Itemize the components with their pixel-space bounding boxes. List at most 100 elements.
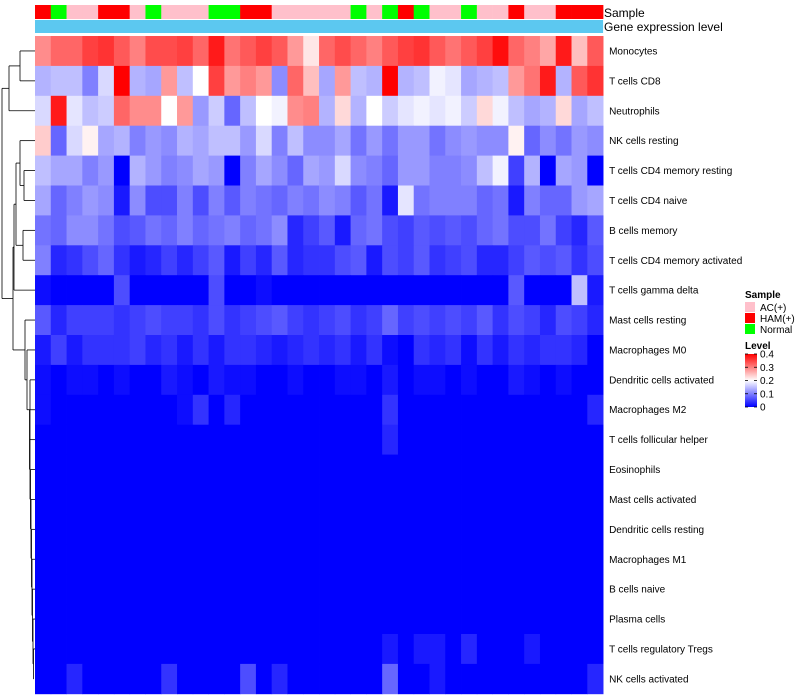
heatmap-cell [366, 36, 383, 67]
heatmap-cell [587, 305, 604, 336]
heatmap-cell [192, 424, 209, 455]
heatmap-cell [508, 215, 525, 246]
heatmap-cell [413, 36, 430, 67]
heatmap-cell [350, 394, 367, 426]
heatmap-cell [66, 663, 83, 695]
heatmap-cell [192, 245, 209, 276]
heatmap-cell [555, 215, 572, 246]
heatmap-cell [429, 663, 446, 695]
heatmap-cell [255, 424, 273, 455]
heatmap-cell [382, 155, 399, 186]
row-label: T cells gamma delta [609, 286, 699, 297]
row-dendrogram [1, 50, 35, 680]
heatmap-cell [571, 215, 588, 246]
heatmap-cell [224, 305, 241, 336]
heatmap-cell [524, 215, 541, 246]
heatmap-cell [492, 185, 509, 216]
heatmap-cell [66, 514, 83, 545]
heatmap-cell [461, 454, 478, 485]
row-label: T cells CD4 naive [609, 196, 688, 207]
heatmap-cell [461, 305, 478, 336]
legend-swatch [745, 313, 755, 323]
heatmap-cell [350, 185, 367, 216]
heatmap-cell [240, 484, 257, 515]
heatmap-cell [145, 275, 162, 306]
heatmap-cell [508, 364, 525, 396]
heatmap-cell [413, 634, 430, 665]
sample-annot-cell [82, 5, 99, 19]
heatmap-cell [82, 245, 99, 276]
heatmap-cell [113, 215, 131, 246]
heatmap-cell [271, 275, 288, 306]
sample-annot-cell [555, 5, 572, 19]
heatmap-cell [397, 514, 415, 545]
heatmap-cell [555, 574, 572, 605]
sample-annot-cell [492, 5, 509, 19]
heatmap-cell [66, 364, 83, 396]
heatmap-cell [429, 424, 446, 455]
heatmap-cell [66, 574, 83, 605]
heatmap-cell [240, 95, 257, 127]
heatmap-cell [524, 484, 541, 515]
heatmap-cell [350, 663, 367, 695]
heatmap-cell [208, 634, 225, 665]
heatmap-cell [492, 36, 509, 67]
heatmap-cell [113, 604, 131, 635]
heatmap-cell [66, 95, 83, 127]
heatmap-cell [192, 454, 209, 485]
heatmap-cell [334, 364, 351, 396]
heatmap-cell [82, 604, 99, 635]
heatmap-cell [145, 335, 162, 366]
sample-annot-cell [334, 5, 351, 19]
row-label: Macrophages M0 [609, 345, 687, 356]
sample-annot-cell [129, 5, 146, 19]
heatmap-cell [208, 95, 225, 127]
heatmap-cell [208, 155, 225, 186]
row-label: NK cells activated [609, 674, 688, 685]
heatmap-cell [366, 424, 383, 455]
heatmap-cell [35, 484, 52, 515]
heatmap-cell [208, 305, 225, 336]
sample-annot-cell [319, 5, 336, 19]
heatmap-cell [98, 364, 115, 396]
heatmap-cell [476, 544, 494, 575]
heatmap-cell [397, 454, 415, 485]
heatmap-cell [461, 275, 478, 306]
row-label: T cells CD8 [609, 76, 661, 87]
sample-annot-cell [208, 5, 225, 19]
heatmap-cell [129, 544, 146, 575]
heatmap-cell [145, 663, 162, 695]
heatmap-cell [161, 394, 178, 426]
heatmap-cell [539, 454, 557, 485]
sample-annot-cell [461, 5, 478, 19]
heatmap-cell [192, 394, 209, 426]
heatmap-cell [366, 634, 383, 665]
heatmap-cell [382, 484, 399, 515]
heatmap-cell [571, 335, 588, 366]
heatmap-cell [192, 364, 209, 396]
heatmap-cell [382, 394, 399, 426]
heatmap-cell [50, 36, 67, 67]
gene-expression-bar [35, 20, 604, 33]
heatmap-cell [524, 155, 541, 186]
heatmap-cell [476, 335, 494, 366]
heatmap-cell [382, 454, 399, 485]
heatmap-cell [366, 125, 383, 156]
heatmap-cell [208, 454, 225, 485]
legend-swatch [745, 324, 755, 334]
heatmap-cell [445, 544, 462, 575]
heatmap-cell [177, 604, 194, 635]
heatmap-cell [334, 634, 351, 665]
heatmap-cell [492, 305, 509, 336]
heatmap-cell [224, 574, 241, 605]
heatmap-cell [208, 185, 225, 216]
heatmap-cell [445, 424, 462, 455]
heatmap-cell [177, 95, 194, 127]
heatmap-cell [255, 305, 273, 336]
heatmap-cell [145, 36, 162, 67]
heatmap-cell [571, 185, 588, 216]
heatmap-cell [50, 574, 67, 605]
row-label: B cells naive [609, 585, 666, 596]
heatmap-cell [397, 364, 415, 396]
heatmap-cell [366, 95, 383, 127]
